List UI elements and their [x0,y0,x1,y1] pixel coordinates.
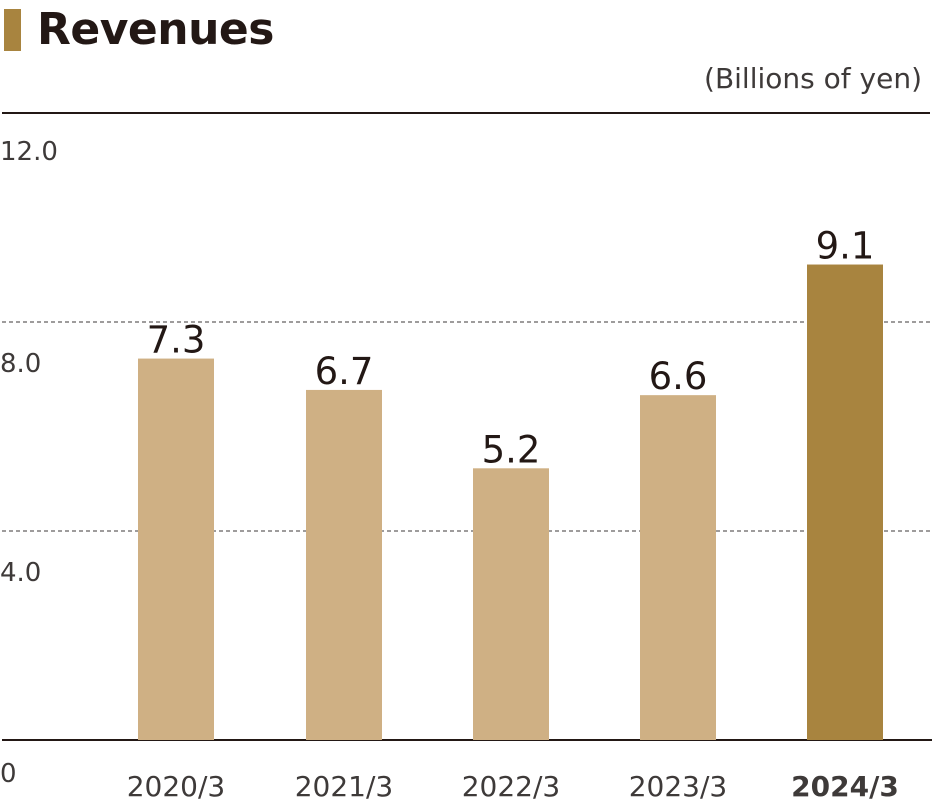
x-tick-label: 2022/3 [462,770,561,800]
unit-label: (Billions of yen) [704,62,922,95]
y-tick-label: 12.0 [0,137,58,167]
data-label: 6.7 [315,350,374,393]
data-label: 7.3 [147,319,206,362]
data-label: 5.2 [482,428,541,471]
x-tick-label: 2021/3 [295,770,394,800]
x-tick-label: 2024/3 [791,770,899,800]
y-tick-label: 8.0 [0,349,41,379]
bar [306,389,382,740]
x-tick-label: 2023/3 [629,770,728,800]
chart-title-group: Revenues [4,6,274,54]
y-tick-label: 0 [0,759,17,789]
data-label: 9.1 [816,225,875,268]
y-tick-label: 4.0 [0,558,41,588]
bar [473,468,549,740]
bar [640,395,716,740]
bar [807,264,883,740]
x-tick-label: 2020/3 [127,770,226,800]
chart-title: Revenues [37,4,274,55]
bar [138,358,214,740]
top-rule [2,112,930,114]
title-accent-bar [4,9,21,51]
data-label: 6.6 [649,355,708,398]
